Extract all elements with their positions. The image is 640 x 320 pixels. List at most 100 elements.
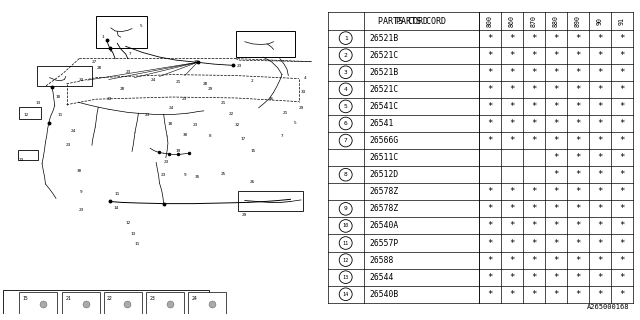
- Text: *: *: [531, 238, 536, 247]
- Text: *: *: [575, 187, 580, 196]
- Text: 28: 28: [202, 82, 208, 86]
- Text: 8: 8: [344, 172, 348, 177]
- Text: *: *: [597, 273, 603, 282]
- Text: 5: 5: [293, 121, 296, 125]
- Text: 30: 30: [182, 133, 188, 137]
- Text: 870: 870: [531, 15, 537, 27]
- Text: 12: 12: [24, 113, 29, 116]
- Bar: [188, 292, 226, 314]
- Text: *: *: [597, 256, 603, 265]
- Text: 7: 7: [129, 52, 131, 56]
- Text: 16: 16: [269, 97, 274, 101]
- Text: 7: 7: [281, 134, 284, 138]
- Text: *: *: [575, 68, 580, 77]
- Text: 4: 4: [344, 87, 348, 92]
- Text: 14: 14: [114, 206, 119, 210]
- Text: *: *: [531, 136, 536, 145]
- Text: *: *: [487, 68, 492, 77]
- Text: 22: 22: [228, 112, 234, 116]
- Text: *: *: [509, 256, 515, 265]
- Text: *: *: [575, 238, 580, 247]
- Text: *: *: [575, 221, 580, 230]
- Text: *: *: [597, 204, 603, 213]
- Text: *: *: [597, 136, 603, 145]
- Text: *: *: [531, 221, 536, 230]
- Text: 23: 23: [144, 113, 150, 116]
- Text: 23: 23: [149, 296, 155, 301]
- Text: 11: 11: [115, 192, 120, 196]
- Text: 28: 28: [97, 67, 102, 70]
- Text: *: *: [620, 204, 625, 213]
- Text: *: *: [575, 136, 580, 145]
- Text: 23: 23: [163, 160, 168, 164]
- Text: *: *: [553, 136, 559, 145]
- Text: 6: 6: [109, 49, 112, 53]
- Text: 17: 17: [241, 137, 246, 141]
- Text: 21: 21: [66, 296, 72, 301]
- Text: 15: 15: [251, 149, 256, 153]
- Text: *: *: [553, 256, 559, 265]
- Text: *: *: [575, 204, 580, 213]
- Text: 14: 14: [342, 292, 349, 297]
- Text: 1: 1: [344, 36, 348, 41]
- Text: 800: 800: [487, 15, 493, 27]
- Text: *: *: [487, 238, 492, 247]
- Text: 26521B: 26521B: [369, 68, 399, 77]
- Text: 29: 29: [298, 106, 303, 110]
- Text: 33: 33: [107, 97, 112, 101]
- Text: 32: 32: [235, 123, 240, 127]
- Text: *: *: [597, 119, 603, 128]
- Text: *: *: [487, 187, 492, 196]
- Text: 24: 24: [169, 106, 174, 110]
- Text: *: *: [509, 51, 515, 60]
- Text: 26557P: 26557P: [369, 238, 399, 247]
- Text: *: *: [620, 136, 625, 145]
- Text: *: *: [597, 102, 603, 111]
- Text: *: *: [487, 290, 492, 299]
- Text: 33: 33: [79, 78, 84, 82]
- Text: 13: 13: [342, 275, 349, 280]
- Text: 26511C: 26511C: [369, 153, 399, 162]
- Text: *: *: [509, 187, 515, 196]
- Text: *: *: [620, 68, 625, 77]
- Text: 26540B: 26540B: [369, 290, 399, 299]
- Text: 3: 3: [344, 70, 348, 75]
- Text: *: *: [531, 290, 536, 299]
- Text: 5: 5: [139, 24, 142, 28]
- Text: 91: 91: [619, 17, 625, 25]
- Text: 7: 7: [344, 138, 348, 143]
- Text: 13: 13: [131, 232, 136, 236]
- Text: *: *: [509, 221, 515, 230]
- Text: *: *: [575, 273, 580, 282]
- Text: 11: 11: [58, 113, 63, 116]
- Text: *: *: [509, 136, 515, 145]
- Text: 6: 6: [344, 121, 348, 126]
- Text: *: *: [531, 119, 536, 128]
- Text: *: *: [531, 256, 536, 265]
- Text: 29: 29: [241, 213, 246, 217]
- Text: 9: 9: [80, 190, 83, 194]
- Text: 21: 21: [283, 111, 288, 115]
- Text: *: *: [597, 68, 603, 77]
- Text: *: *: [620, 51, 625, 60]
- Bar: [236, 31, 294, 57]
- Text: 8: 8: [209, 134, 211, 138]
- Text: *: *: [531, 102, 536, 111]
- Text: 21: 21: [176, 80, 181, 84]
- Bar: [62, 292, 100, 314]
- Text: 23: 23: [19, 158, 24, 162]
- Text: 13: 13: [35, 101, 40, 105]
- Text: *: *: [553, 187, 559, 196]
- Text: *: *: [553, 119, 559, 128]
- Text: A265000168: A265000168: [588, 304, 630, 310]
- Text: 9: 9: [184, 173, 186, 177]
- Text: *: *: [509, 238, 515, 247]
- Text: 22: 22: [107, 296, 113, 301]
- Text: 12: 12: [342, 258, 349, 263]
- Text: *: *: [597, 34, 603, 43]
- Text: *: *: [531, 68, 536, 77]
- Text: *: *: [553, 68, 559, 77]
- Text: *: *: [553, 153, 559, 162]
- Text: 26512D: 26512D: [369, 170, 399, 179]
- Text: 28: 28: [120, 87, 125, 91]
